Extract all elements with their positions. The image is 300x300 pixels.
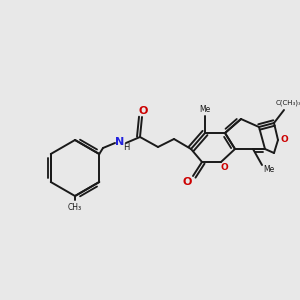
Text: O: O	[138, 106, 148, 116]
Text: N: N	[116, 137, 124, 147]
Text: C(CH₃)₃: C(CH₃)₃	[276, 100, 300, 106]
Text: Me: Me	[263, 166, 274, 175]
Text: CH₃: CH₃	[68, 202, 82, 211]
Text: O: O	[220, 163, 228, 172]
Text: H: H	[123, 143, 129, 152]
Text: O: O	[280, 134, 288, 143]
Text: O: O	[182, 177, 192, 187]
Text: Me: Me	[200, 104, 211, 113]
